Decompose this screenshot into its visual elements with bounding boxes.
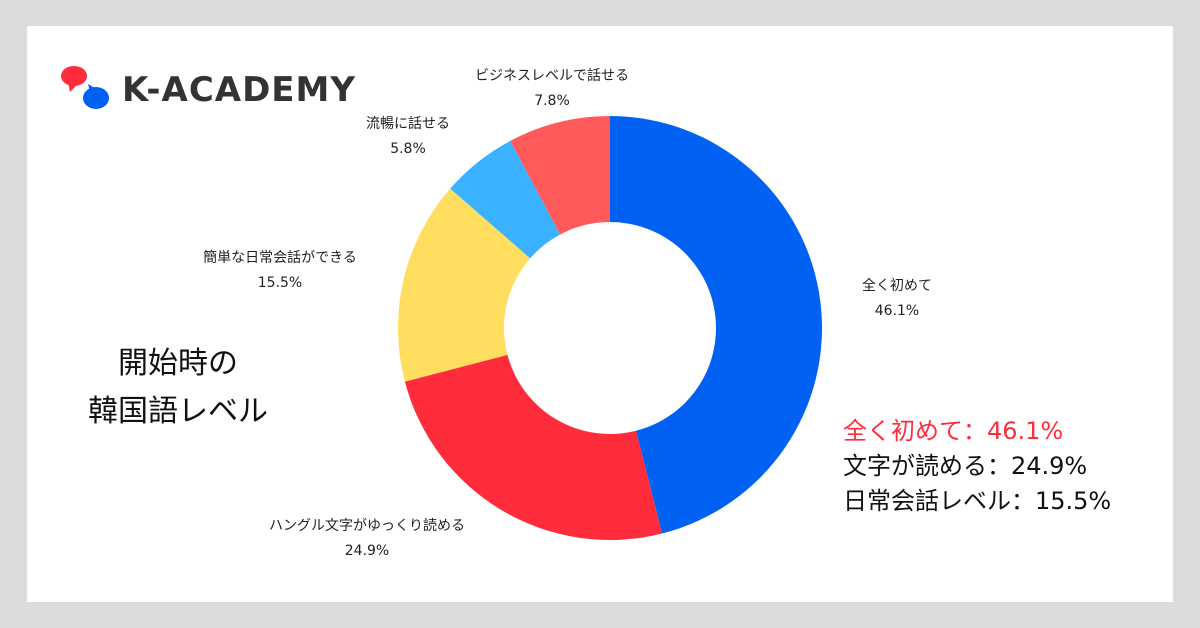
chart-heading-line1: 開始時の bbox=[118, 346, 238, 381]
slice-value-3: 15.5% bbox=[258, 275, 302, 291]
slice-value-2: 24.9% bbox=[345, 543, 389, 559]
slice-value-5: 7.8% bbox=[534, 93, 570, 109]
slice-label-4: 流暢に話せる bbox=[366, 115, 450, 132]
slice-label-1: 全く初めて bbox=[862, 277, 932, 294]
summary-item-2: 文字が読める：24.9% bbox=[843, 452, 1088, 480]
summary-item-3: 日常会話レベル：15.5% bbox=[843, 487, 1112, 515]
chart-heading: 開始時の 韓国語レベル bbox=[78, 340, 288, 436]
summary-list: 全く初めて：46.1% 文字が読める：24.9% 日常会話レベル：15.5% bbox=[843, 414, 1111, 519]
chart-heading-line2: 韓国語レベル bbox=[88, 394, 268, 429]
brand-logo-icon bbox=[61, 66, 109, 109]
summary-item-1: 全く初めて：46.1% bbox=[843, 417, 1064, 445]
slice-value-1: 46.1% bbox=[875, 303, 919, 319]
donut-slice-2 bbox=[404, 354, 663, 540]
donut-slice-5 bbox=[510, 116, 610, 235]
donut-slice-1 bbox=[610, 116, 822, 534]
slice-value-4: 5.8% bbox=[390, 141, 426, 157]
donut-slice-3 bbox=[398, 188, 531, 382]
slice-label-2: ハングル文字がゆっくり読める bbox=[269, 517, 465, 534]
donut-slice-4 bbox=[450, 140, 561, 259]
brand-name: K-ACADEMY bbox=[122, 70, 356, 110]
slice-label-5: ビジネスレベルで話せる bbox=[475, 67, 629, 84]
slice-label-3: 簡単な日常会話ができる bbox=[203, 249, 357, 266]
